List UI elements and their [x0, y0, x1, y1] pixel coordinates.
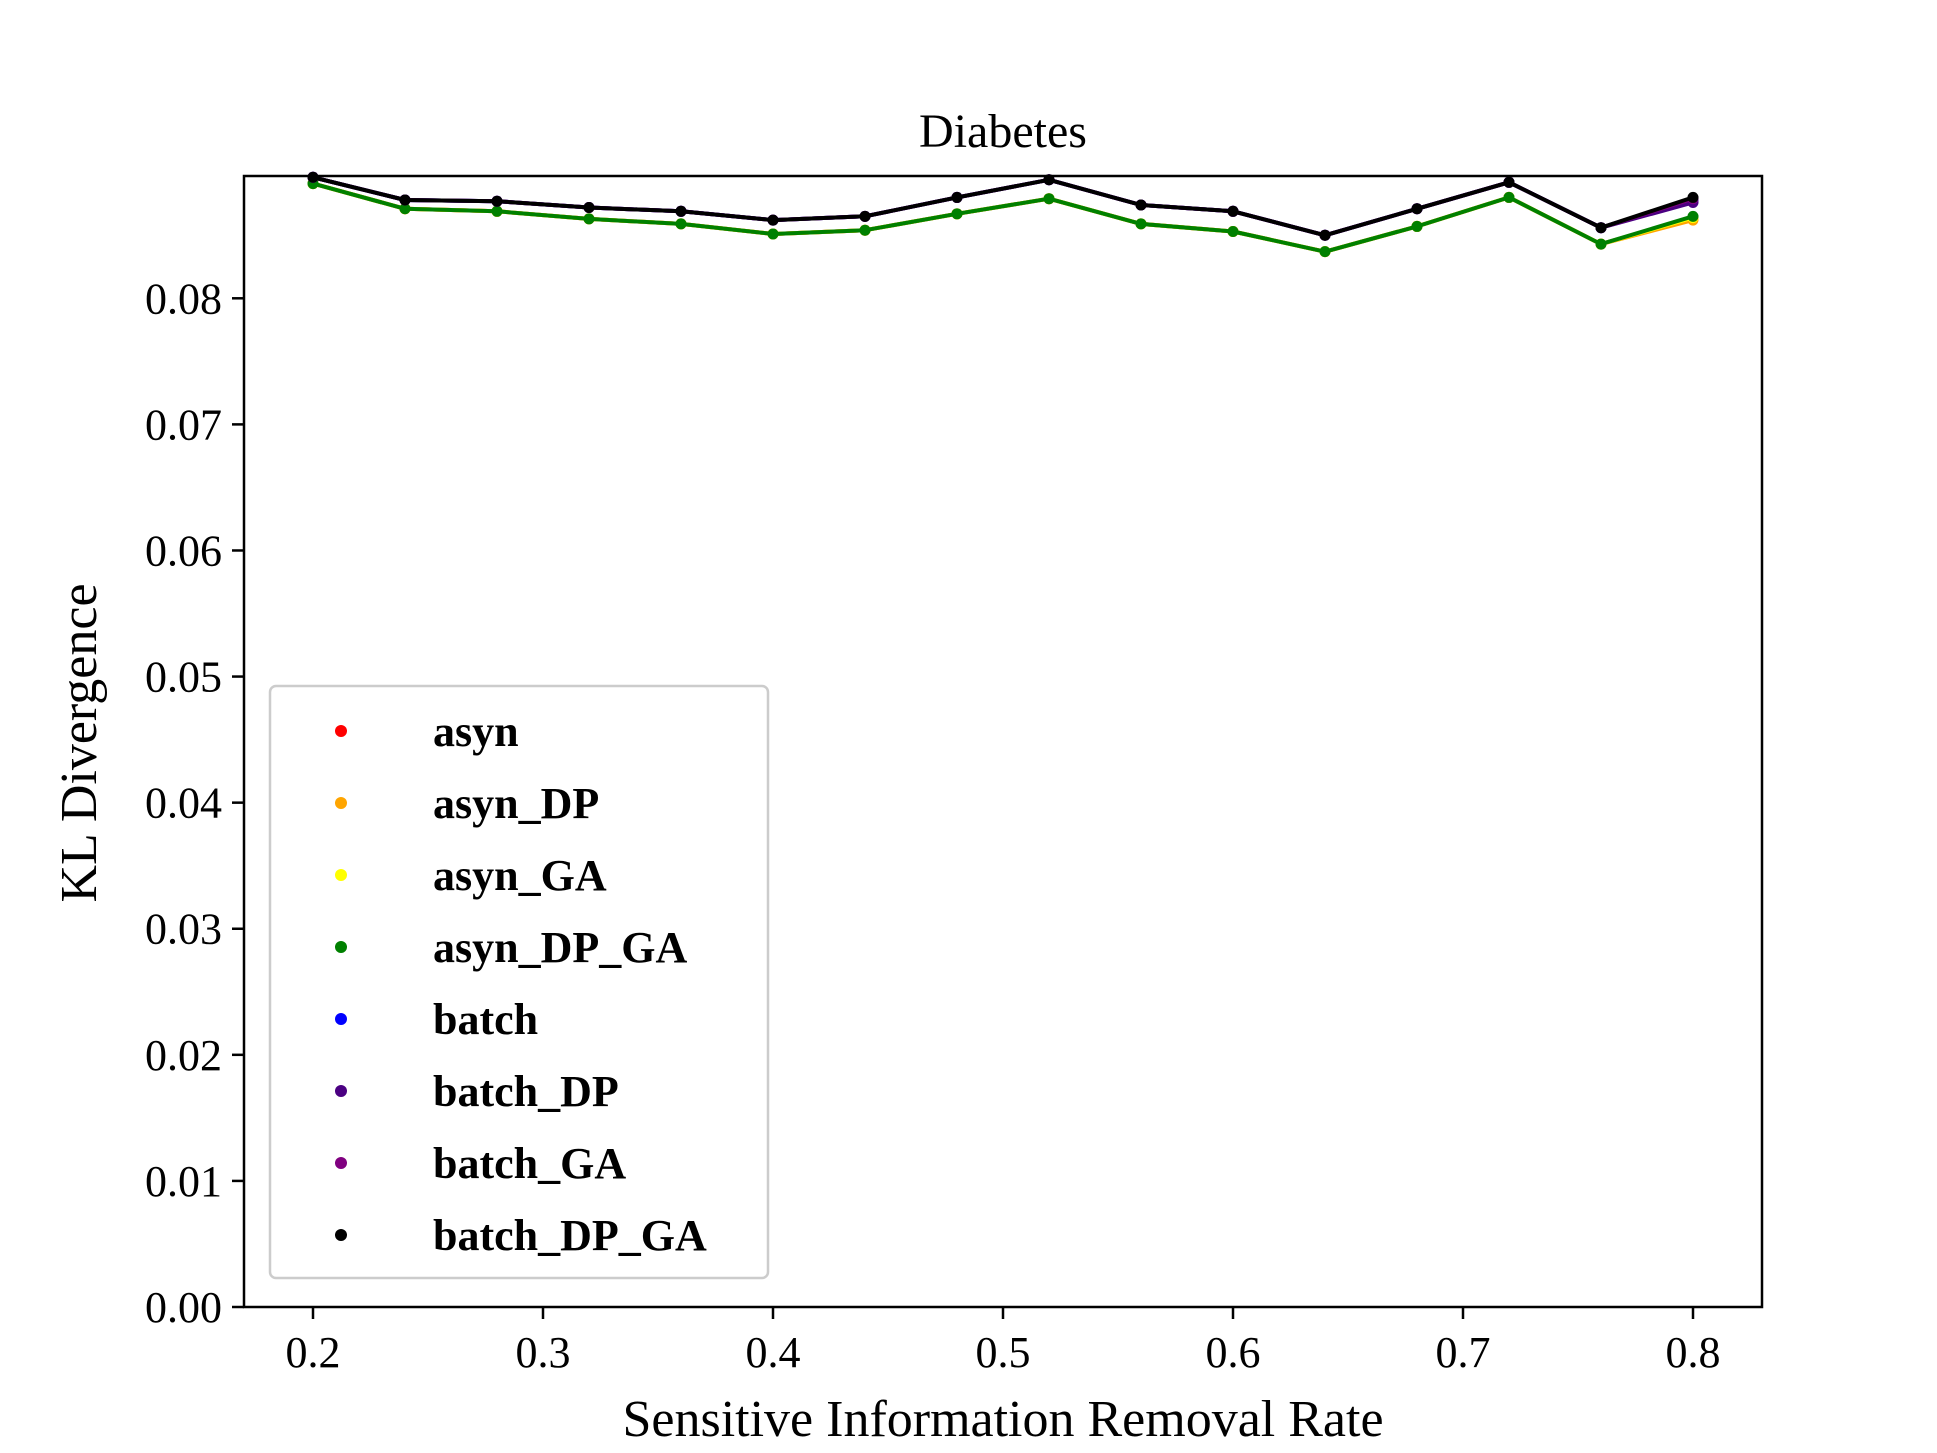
series-line-asyn_DP_GA	[312, 181, 1694, 254]
series-batch_DP_GA	[307, 171, 1699, 241]
data-point	[1135, 199, 1147, 211]
chart-title: Diabetes	[919, 105, 1087, 158]
legend-marker	[335, 1085, 347, 1097]
y-tick-label: 0.04	[145, 779, 222, 828]
data-point	[1319, 229, 1331, 241]
data-point	[767, 214, 779, 226]
legend-label: asyn	[433, 707, 519, 756]
data-point	[491, 195, 503, 207]
data-point	[1411, 203, 1423, 215]
y-axis-label: KL Divergence	[51, 583, 108, 902]
legend-marker	[335, 869, 347, 881]
legend-label: batch_DP_GA	[433, 1211, 707, 1260]
x-tick-label: 0.2	[286, 1328, 341, 1377]
data-point	[1595, 238, 1607, 250]
legend-item-batch_DP_GA: batch_DP_GA	[335, 1211, 707, 1260]
legend-marker	[335, 1229, 347, 1241]
legend-label: asyn_DP	[433, 779, 599, 828]
x-tick-label: 0.8	[1666, 1328, 1721, 1377]
data-point	[1503, 191, 1515, 203]
legend-marker	[335, 797, 347, 809]
y-tick-label: 0.08	[145, 274, 222, 323]
legend-item-asyn_DP_GA: asyn_DP_GA	[335, 923, 687, 972]
data-point	[1595, 222, 1607, 234]
y-axis: 0.00 0.01 0.02 0.03 0.04 0.05 0.06 0.07 0.08	[145, 274, 244, 1332]
y-tick-label: 0.03	[145, 905, 222, 954]
legend-marker	[335, 725, 347, 737]
legend-label: batch_GA	[433, 1139, 626, 1188]
legend-marker	[335, 1013, 347, 1025]
y-tick-label: 0.02	[145, 1031, 222, 1080]
x-axis-label: Sensitive Information Removal Rate	[622, 1391, 1383, 1448]
legend-box	[268, 684, 770, 1280]
data-point	[583, 202, 595, 214]
data-point	[1319, 246, 1331, 258]
data-point	[1411, 220, 1423, 232]
y-tick-label: 0.00	[145, 1283, 222, 1332]
legend-marker	[335, 941, 347, 953]
data-point	[1227, 225, 1239, 237]
data-point	[1687, 191, 1699, 203]
legend-item-batch_GA: batch_GA	[335, 1139, 626, 1188]
x-tick-label: 0.7	[1436, 1328, 1491, 1377]
legend-item-asyn_GA: asyn_GA	[335, 851, 607, 900]
y-tick-label: 0.06	[145, 526, 222, 575]
data-point	[1503, 176, 1515, 188]
data-point	[1043, 193, 1055, 205]
data-point	[951, 191, 963, 203]
y-tick-label: 0.07	[145, 400, 222, 449]
data-point	[675, 218, 687, 230]
series-line-batch_DP_GA	[312, 175, 1694, 238]
legend-item-batch: batch	[335, 995, 538, 1044]
x-tick-label: 0.3	[516, 1328, 571, 1377]
x-axis: 0.2 0.3 0.4 0.5 0.6 0.7 0.8	[286, 1307, 1721, 1377]
y-tick-label: 0.01	[145, 1157, 222, 1206]
data-point	[859, 224, 871, 236]
data-point	[859, 210, 871, 222]
legend-label: batch	[433, 995, 538, 1044]
legend-label: batch_DP	[433, 1067, 619, 1116]
series-layer	[307, 171, 1699, 258]
x-tick-label: 0.6	[1206, 1328, 1261, 1377]
data-point	[399, 203, 411, 215]
legend-label: asyn_DP_GA	[433, 923, 687, 972]
data-point	[1687, 210, 1699, 222]
legend-item-asyn_DP: asyn_DP	[335, 779, 599, 828]
data-point	[1135, 218, 1147, 230]
legend-item-asyn: asyn	[335, 707, 519, 756]
data-point	[307, 171, 319, 183]
data-point	[491, 205, 503, 217]
legend-marker	[335, 1157, 347, 1169]
data-point	[675, 205, 687, 217]
data-point	[399, 194, 411, 206]
y-tick-label: 0.05	[145, 653, 222, 702]
legend-label: asyn_GA	[433, 851, 607, 900]
x-tick-label: 0.4	[746, 1328, 801, 1377]
legend-item-batch_DP: batch_DP	[335, 1067, 619, 1116]
data-point	[1227, 205, 1239, 217]
data-point	[767, 228, 779, 240]
data-point	[583, 213, 595, 225]
data-point	[951, 208, 963, 220]
x-tick-label: 0.5	[976, 1328, 1031, 1377]
